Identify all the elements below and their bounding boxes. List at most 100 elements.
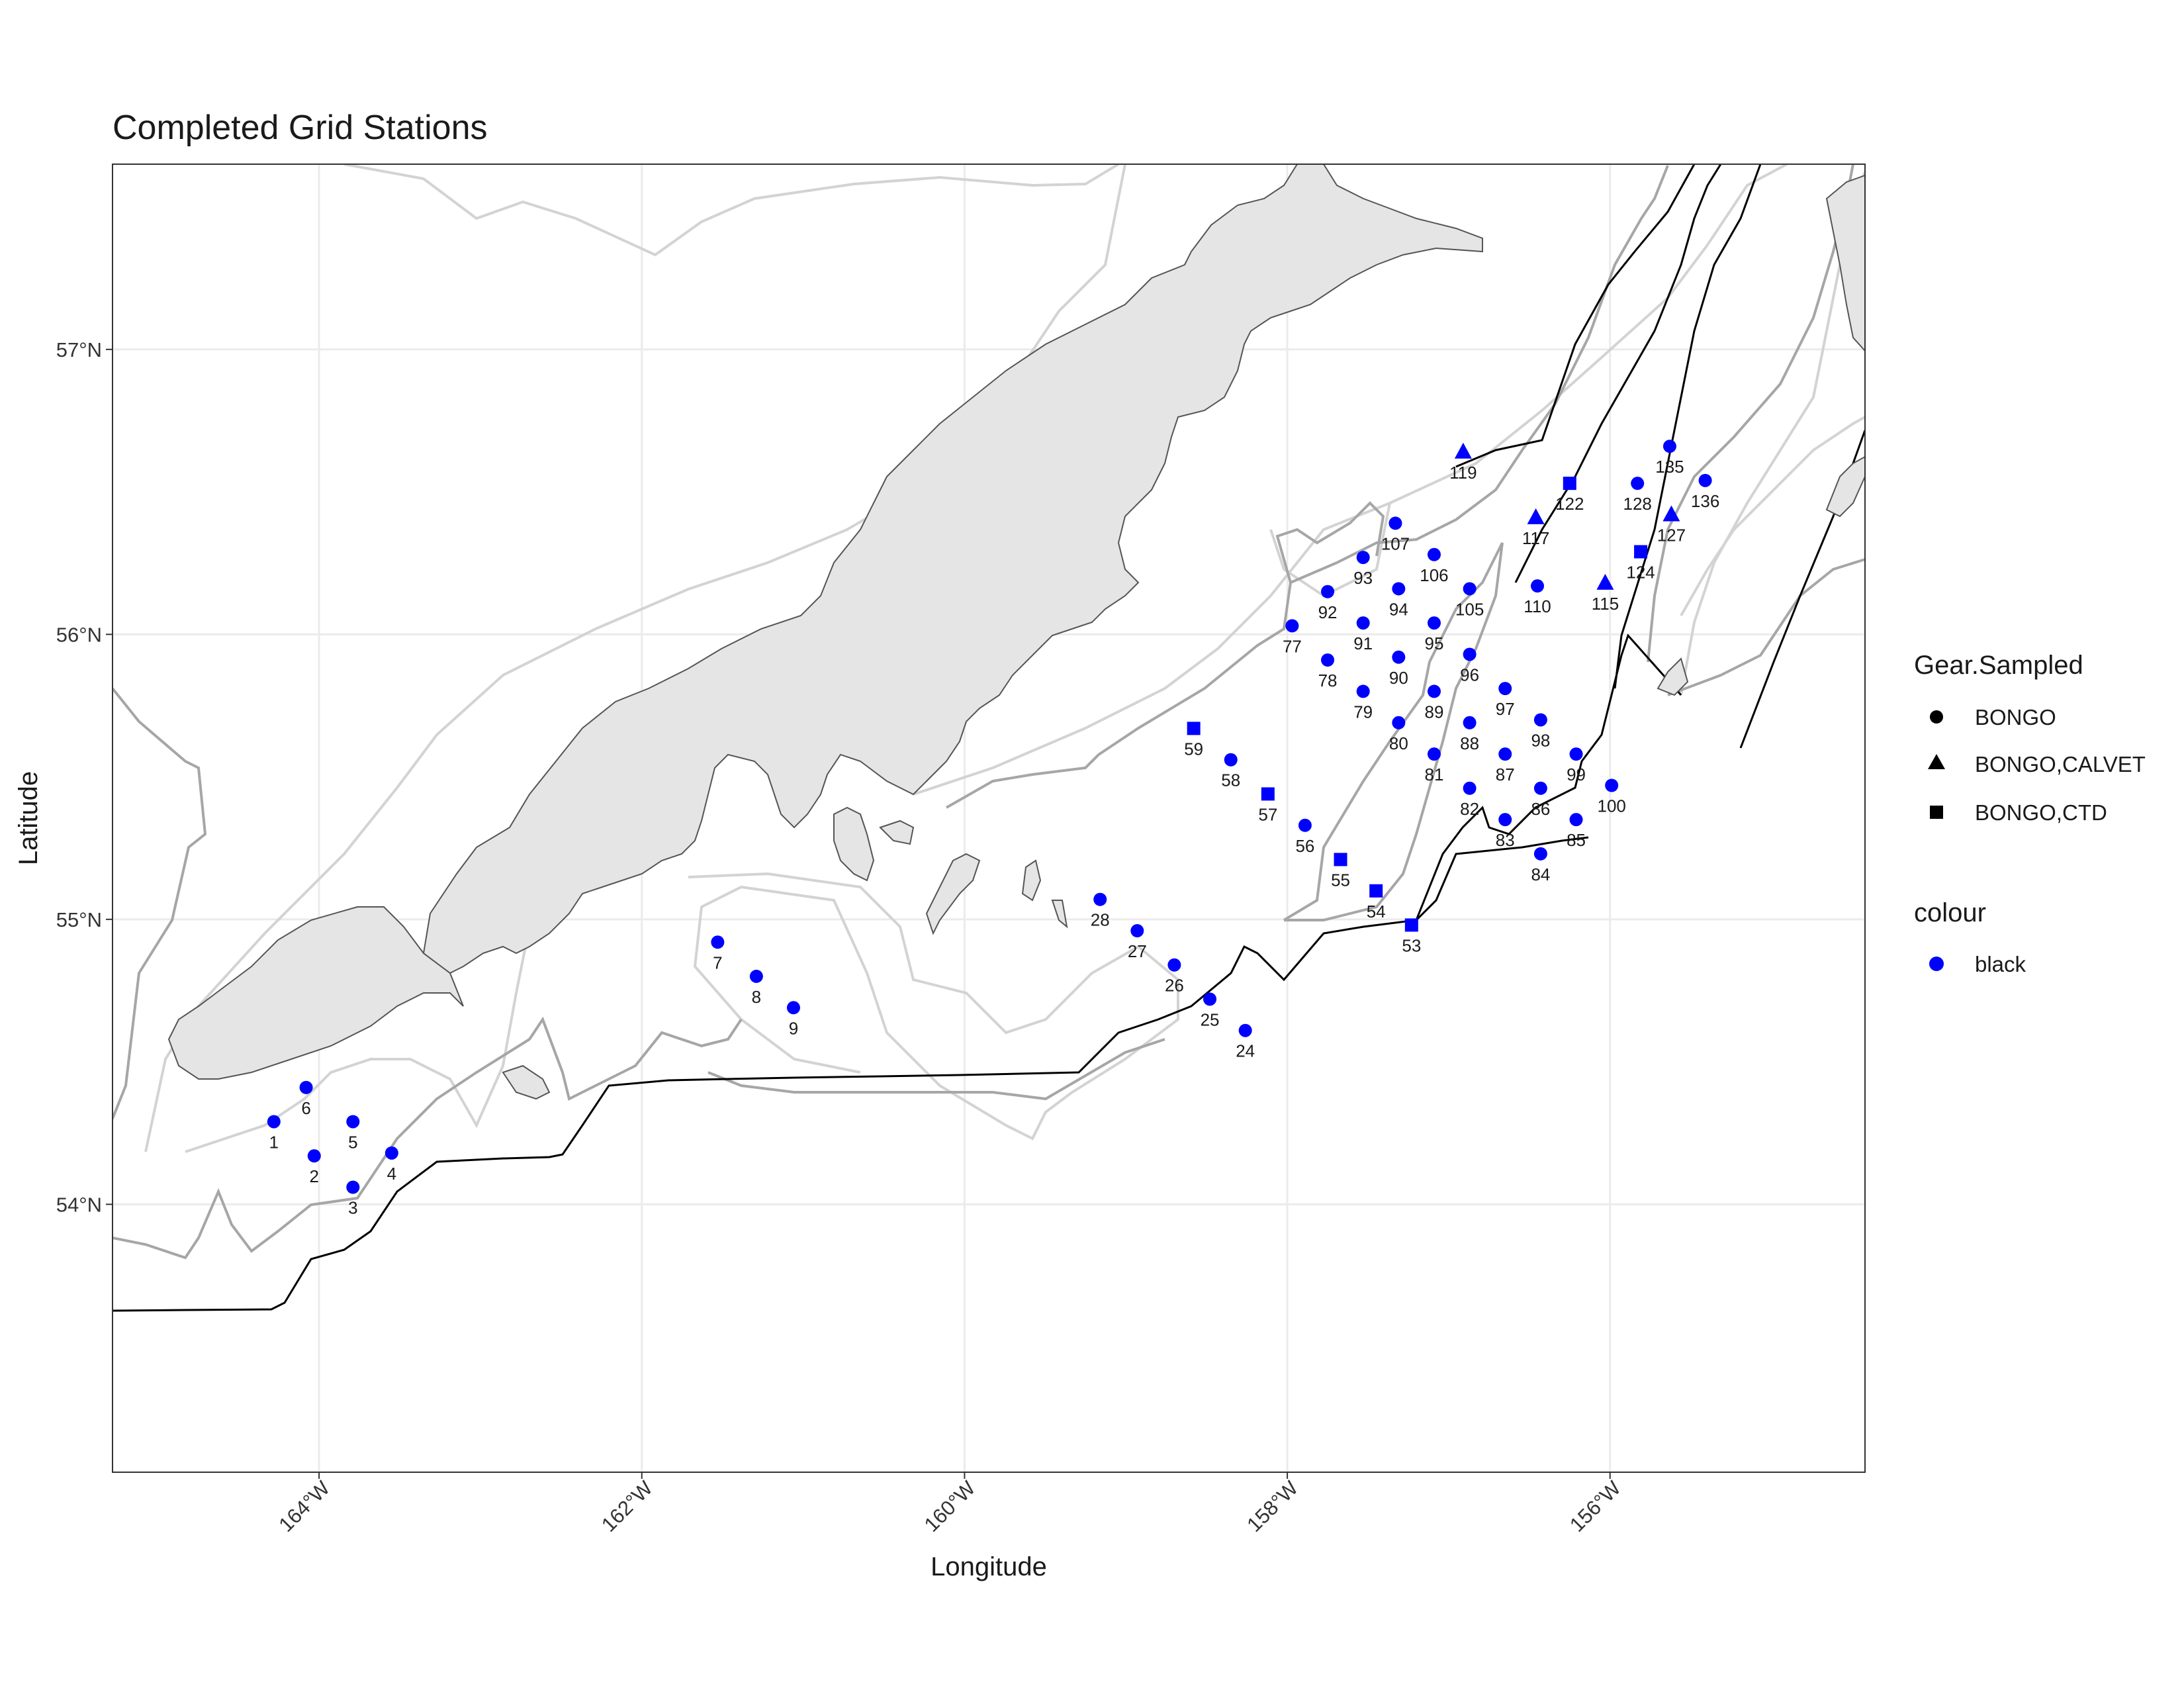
station-122[interactable]: 122 [1555, 477, 1584, 514]
station-54[interactable]: 54 [1367, 884, 1386, 921]
station-3[interactable]: 3 [346, 1180, 360, 1217]
station-circle-marker[interactable] [1392, 582, 1406, 596]
station-136[interactable]: 136 [1691, 473, 1719, 511]
station-circle-marker[interactable] [1392, 650, 1406, 664]
station-78[interactable]: 78 [1318, 653, 1338, 690]
station-88[interactable]: 88 [1460, 716, 1479, 753]
station-6[interactable]: 6 [299, 1080, 313, 1118]
station-circle-marker[interactable] [1662, 440, 1676, 453]
station-95[interactable]: 95 [1425, 616, 1444, 653]
station-square-marker[interactable] [1334, 853, 1347, 867]
station-85[interactable]: 85 [1567, 813, 1586, 850]
station-53[interactable]: 53 [1402, 918, 1421, 955]
station-9[interactable]: 9 [786, 1001, 800, 1038]
station-circle-marker[interactable] [1238, 1023, 1252, 1037]
station-square-marker[interactable] [1634, 545, 1648, 559]
station-90[interactable]: 90 [1389, 650, 1408, 688]
station-circle-marker[interactable] [307, 1149, 321, 1163]
station-circle-marker[interactable] [1533, 781, 1547, 795]
station-circle-marker[interactable] [1533, 847, 1547, 861]
station-124[interactable]: 124 [1626, 545, 1655, 582]
station-circle-marker[interactable] [1427, 616, 1441, 630]
station-24[interactable]: 24 [1236, 1023, 1255, 1061]
station-circle-marker[interactable] [1463, 582, 1477, 596]
station-2[interactable]: 2 [307, 1149, 321, 1186]
station-106[interactable]: 106 [1420, 547, 1449, 585]
station-square-marker[interactable] [1369, 884, 1383, 898]
station-27[interactable]: 27 [1128, 924, 1147, 961]
station-circle-marker[interactable] [1498, 682, 1512, 696]
station-58[interactable]: 58 [1221, 753, 1240, 790]
station-86[interactable]: 86 [1531, 781, 1550, 819]
station-circle-marker[interactable] [1605, 778, 1619, 792]
station-circle-marker[interactable] [1356, 684, 1370, 698]
station-circle-marker[interactable] [1388, 516, 1402, 530]
station-circle-marker[interactable] [1356, 616, 1370, 630]
station-80[interactable]: 80 [1389, 716, 1408, 753]
station-91[interactable]: 91 [1353, 616, 1373, 653]
station-circle-marker[interactable] [1285, 619, 1299, 633]
station-square-marker[interactable] [1261, 787, 1275, 801]
station-circle-marker[interactable] [1093, 892, 1107, 906]
station-28[interactable]: 28 [1091, 892, 1110, 930]
station-circle-marker[interactable] [1203, 992, 1217, 1006]
station-81[interactable]: 81 [1425, 747, 1444, 784]
station-59[interactable]: 59 [1184, 722, 1203, 759]
station-117[interactable]: 117 [1522, 508, 1549, 548]
station-triangle-marker[interactable] [1662, 505, 1680, 522]
station-110[interactable]: 110 [1524, 579, 1551, 616]
station-circle-marker[interactable] [786, 1001, 800, 1015]
station-square-marker[interactable] [1187, 722, 1201, 735]
station-1[interactable]: 1 [267, 1115, 281, 1152]
station-circle-marker[interactable] [346, 1115, 360, 1129]
station-circle-marker[interactable] [749, 969, 763, 983]
station-triangle-marker[interactable] [1527, 508, 1545, 524]
station-4[interactable]: 4 [385, 1146, 398, 1184]
station-circle-marker[interactable] [1321, 653, 1335, 667]
station-triangle-marker[interactable] [1454, 442, 1472, 459]
station-circle-marker[interactable] [711, 935, 725, 949]
station-26[interactable]: 26 [1165, 958, 1184, 996]
station-56[interactable]: 56 [1295, 818, 1314, 856]
station-5[interactable]: 5 [346, 1115, 360, 1152]
station-96[interactable]: 96 [1460, 647, 1479, 684]
station-83[interactable]: 83 [1496, 813, 1515, 850]
station-circle-marker[interactable] [1130, 924, 1144, 938]
station-92[interactable]: 92 [1318, 585, 1338, 622]
station-circle-marker[interactable] [299, 1080, 313, 1094]
station-circle-marker[interactable] [1224, 753, 1238, 767]
station-circle-marker[interactable] [1356, 551, 1370, 565]
station-circle-marker[interactable] [1427, 684, 1441, 698]
station-79[interactable]: 79 [1353, 684, 1373, 722]
station-82[interactable]: 82 [1460, 781, 1479, 819]
station-87[interactable]: 87 [1496, 747, 1515, 784]
station-circle-marker[interactable] [1321, 585, 1335, 598]
station-93[interactable]: 93 [1353, 551, 1373, 588]
station-8[interactable]: 8 [749, 969, 763, 1007]
station-circle-marker[interactable] [1569, 747, 1583, 761]
station-circle-marker[interactable] [385, 1146, 398, 1160]
station-89[interactable]: 89 [1425, 684, 1444, 722]
station-107[interactable]: 107 [1381, 516, 1410, 553]
station-circle-marker[interactable] [1531, 579, 1545, 593]
station-119[interactable]: 119 [1449, 442, 1477, 483]
station-circle-marker[interactable] [1498, 813, 1512, 827]
station-square-marker[interactable] [1563, 477, 1576, 491]
station-98[interactable]: 98 [1531, 713, 1550, 750]
station-square-marker[interactable] [1404, 918, 1418, 932]
station-circle-marker[interactable] [1533, 713, 1547, 727]
station-135[interactable]: 135 [1655, 440, 1684, 477]
station-circle-marker[interactable] [1569, 813, 1583, 827]
station-circle-marker[interactable] [1463, 716, 1477, 729]
station-circle-marker[interactable] [1631, 477, 1645, 491]
station-97[interactable]: 97 [1496, 682, 1515, 719]
station-circle-marker[interactable] [267, 1115, 281, 1129]
station-7[interactable]: 7 [711, 935, 725, 972]
station-circle-marker[interactable] [1498, 747, 1512, 761]
station-94[interactable]: 94 [1389, 582, 1408, 619]
station-77[interactable]: 77 [1283, 619, 1302, 656]
station-105[interactable]: 105 [1455, 582, 1484, 619]
station-84[interactable]: 84 [1531, 847, 1550, 884]
station-circle-marker[interactable] [1427, 747, 1441, 761]
station-100[interactable]: 100 [1597, 778, 1626, 816]
